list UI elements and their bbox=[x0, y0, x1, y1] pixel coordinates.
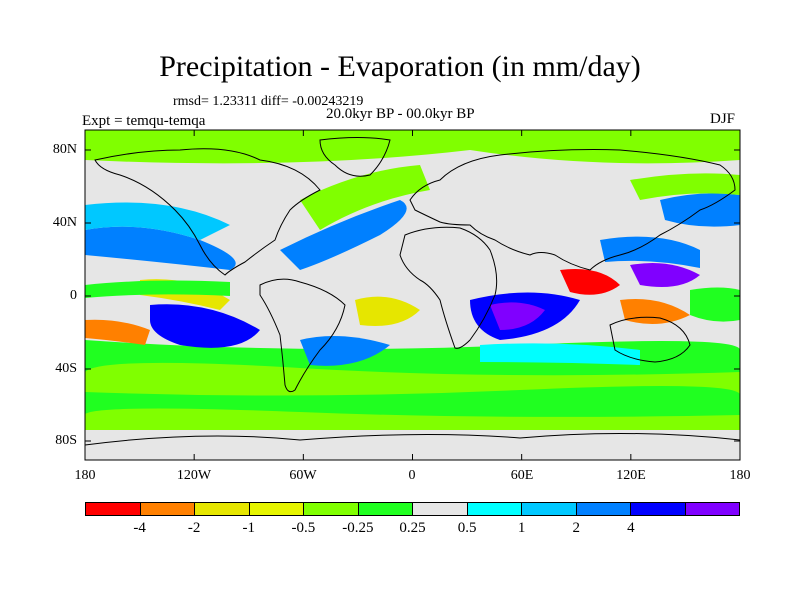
colorbar-box-7 bbox=[467, 503, 522, 515]
field-wpac-blue bbox=[600, 236, 700, 268]
colorbar-box-5 bbox=[358, 503, 413, 515]
map-title: Precipitation - Evaporation (in mm/day) bbox=[159, 50, 641, 83]
colorbar-label-6: 0.5 bbox=[457, 520, 477, 536]
field-npac-light bbox=[85, 202, 230, 240]
lat-label-0: 0 bbox=[70, 288, 77, 303]
lon-label-60e: 60E bbox=[510, 468, 534, 483]
coast-eurasia bbox=[409, 149, 736, 271]
field-layer bbox=[85, 130, 740, 460]
field-trop-pac-east bbox=[690, 287, 740, 322]
field-satl-yellow bbox=[355, 296, 420, 326]
coast-antarctica bbox=[85, 432, 740, 446]
lon-label-180e: 180 bbox=[729, 468, 751, 483]
colorbar-label-5: 0.25 bbox=[399, 520, 426, 536]
field-natl-blue bbox=[280, 200, 407, 270]
colorbar-box-10 bbox=[631, 503, 686, 515]
field-satl-blue bbox=[300, 336, 390, 366]
colorbar-box-9 bbox=[576, 503, 631, 515]
coast-africa bbox=[399, 226, 498, 349]
colorbar-label-3: -0.5 bbox=[291, 520, 316, 536]
colorbar-label-9: 4 bbox=[627, 520, 635, 536]
lon-label-0: 0 bbox=[408, 468, 416, 483]
colorbar-box-11 bbox=[685, 503, 739, 515]
field-spac-red bbox=[85, 319, 150, 345]
colorbar bbox=[85, 502, 740, 516]
colorbar-box-1 bbox=[140, 503, 195, 515]
season-label: DJF bbox=[710, 111, 736, 127]
field-npac-blue bbox=[85, 226, 236, 270]
colorbar-box-8 bbox=[522, 503, 577, 515]
field-indian-cyan bbox=[480, 343, 640, 365]
colorbar-box-6 bbox=[413, 503, 468, 515]
field-npac-east-green bbox=[630, 173, 740, 200]
lat-label-40n: 40N bbox=[52, 215, 77, 230]
coast-greenland bbox=[319, 137, 391, 177]
lat-label-80s: 80S bbox=[55, 433, 77, 448]
experiment-label: Expt = temqu-temqa bbox=[82, 113, 206, 129]
colorbar-label-2: -1 bbox=[242, 520, 256, 536]
colorbar-label-0: -4 bbox=[133, 520, 146, 536]
field-spac-blue bbox=[150, 304, 260, 348]
colorbar-box-2 bbox=[195, 503, 250, 515]
field-wpac-purple bbox=[630, 262, 700, 288]
colorbar-box-0 bbox=[86, 503, 141, 515]
coast-north-america bbox=[94, 148, 321, 276]
lon-label-120w: 120W bbox=[176, 468, 212, 483]
coast-australia bbox=[609, 316, 691, 363]
field-indian-purple bbox=[490, 302, 545, 330]
lat-label-80n: 80N bbox=[52, 142, 77, 157]
period-text: 20.0kyr BP - 00.0kyr BP bbox=[326, 106, 475, 122]
lat-label-40s: 40S bbox=[55, 361, 77, 376]
stats-text: rmsd= 1.23311 diff= -0.00243219 bbox=[173, 94, 364, 109]
map-ticks bbox=[84, 130, 741, 460]
coastlines bbox=[85, 137, 740, 446]
colorbar-label-7: 1 bbox=[517, 520, 526, 536]
coast-south-america bbox=[259, 278, 346, 393]
colorbar-label-4: -0.25 bbox=[342, 520, 374, 536]
lon-label-120e: 120E bbox=[616, 468, 646, 483]
colorbar-box-4 bbox=[304, 503, 359, 515]
colorbar-label-8: 2 bbox=[572, 520, 581, 536]
lon-label-180w: 180 bbox=[74, 468, 96, 483]
field-natl-green bbox=[300, 165, 430, 230]
colorbar-label-1: -2 bbox=[187, 520, 201, 536]
lon-label-60w: 60W bbox=[289, 468, 317, 483]
colorbar-box-3 bbox=[249, 503, 304, 515]
field-mc-red bbox=[560, 269, 620, 295]
field-south-band-3 bbox=[85, 386, 740, 417]
field-trop-pac bbox=[85, 280, 230, 298]
